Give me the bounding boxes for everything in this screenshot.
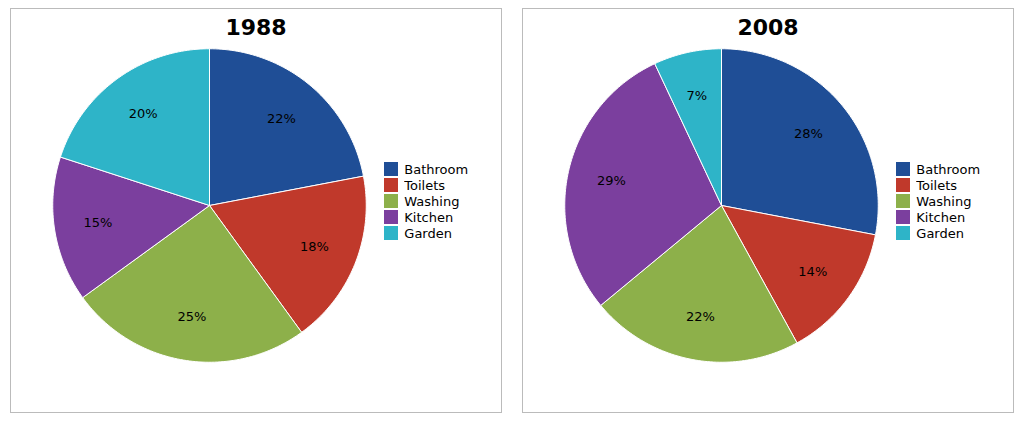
svg-text:29%: 29% (597, 173, 626, 188)
html-text:Toilets: Toilets (404, 177, 446, 193)
svg-text:25%: 25% (177, 309, 206, 324)
svg-text:18%: 18% (300, 239, 329, 254)
svg-text:15%: 15% (83, 215, 112, 230)
svg-text:14%: 14% (798, 264, 827, 279)
html-text:1988: 1988 (225, 15, 287, 40)
html-text:Bathroom: Bathroom (404, 161, 469, 177)
html-text:Kitchen: Kitchen (916, 209, 966, 225)
html-text:Toilets: Toilets (916, 177, 958, 193)
html-text:Garden: Garden (404, 225, 452, 241)
svg-text:22%: 22% (686, 309, 715, 324)
html-text:2008: 2008 (737, 15, 799, 40)
svg-text:28%: 28% (794, 126, 823, 141)
svg-text:22%: 22% (267, 111, 296, 126)
html-text:Bathroom: Bathroom (916, 161, 981, 177)
html-text:Kitchen: Kitchen (404, 209, 454, 225)
html-text:Washing: Washing (916, 193, 972, 209)
html-text:Washing: Washing (404, 193, 460, 209)
svg-text:20%: 20% (129, 106, 158, 121)
svg-text:7%: 7% (686, 88, 707, 103)
html-text:Garden: Garden (916, 225, 964, 241)
